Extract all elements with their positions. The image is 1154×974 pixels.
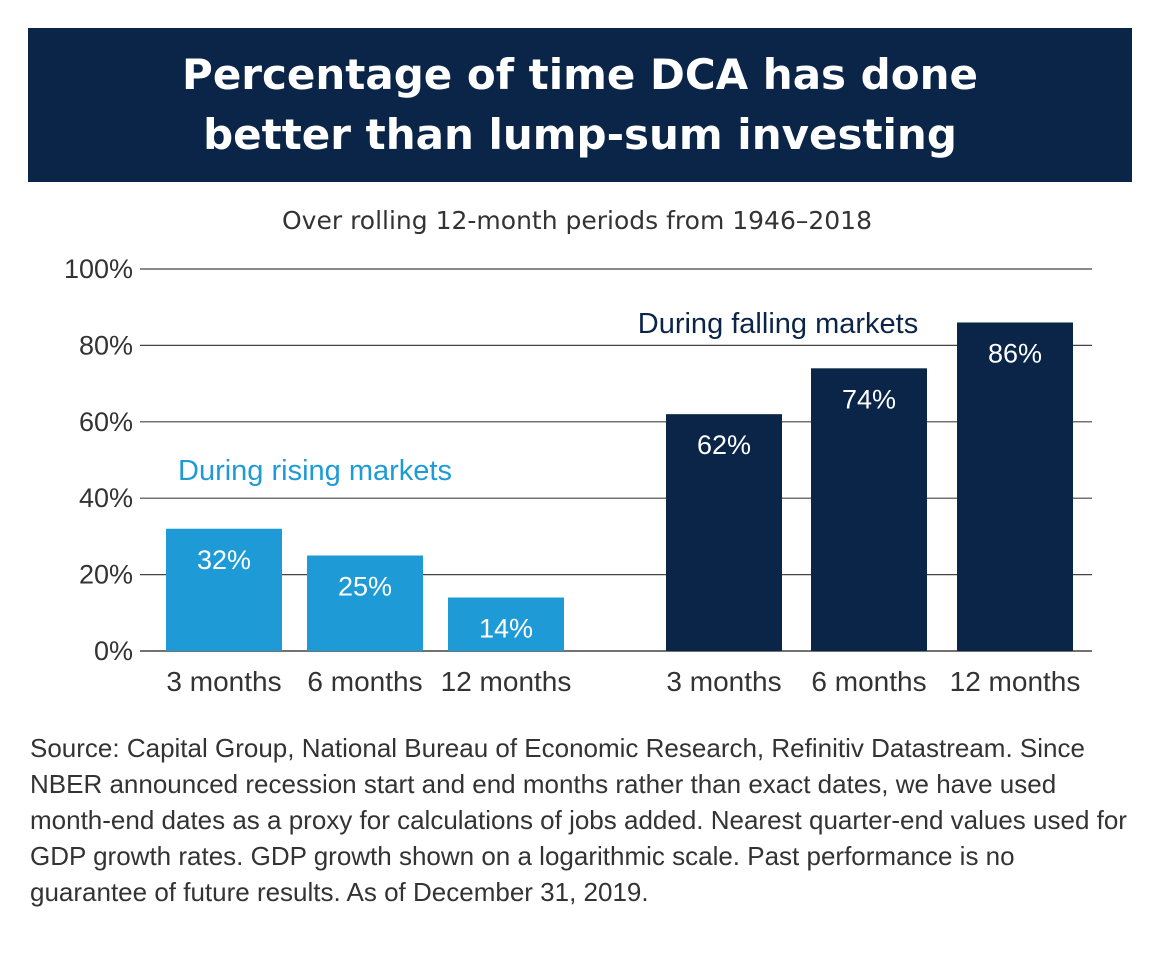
x-tick-label: 12 months	[441, 666, 572, 697]
bar-rising-6-months	[307, 555, 423, 651]
bar-falling-3-months	[666, 414, 782, 651]
y-axis-ticks: 0% 20% 40% 60% 80% 100%	[64, 254, 133, 666]
bar-rising-3-months	[166, 528, 282, 651]
bar-falling-6-months	[811, 368, 927, 651]
y-tick-label: 0%	[94, 636, 133, 666]
source-note: Source: Capital Group, National Bureau o…	[30, 733, 1127, 907]
bar-chart: 0% 20% 40% 60% 80% 100% 32% 25% 14% 62% 74% 86% 3 …	[64, 254, 1092, 697]
bar-rising-12-months	[448, 597, 564, 651]
bar-value-label: 74%	[842, 384, 896, 414]
bar-value-label: 32%	[197, 545, 251, 575]
group-label-falling: During falling markets	[638, 308, 918, 340]
bar-value-label: 62%	[697, 430, 751, 460]
y-tick-label: 80%	[79, 330, 133, 360]
group-label-rising: During rising markets	[178, 455, 452, 487]
bars	[166, 322, 1073, 651]
x-tick-label: 6 months	[307, 666, 422, 697]
y-tick-label: 40%	[79, 483, 133, 513]
chart-title: Percentage of time DCA has done better t…	[182, 50, 978, 159]
bar-falling-12-months	[957, 322, 1073, 651]
x-tick-label: 3 months	[166, 666, 281, 697]
x-tick-label: 12 months	[950, 666, 1081, 697]
title-banner: Percentage of time DCA has done better t…	[28, 28, 1132, 182]
bar-value-label: 25%	[338, 572, 392, 602]
bar-value-label: 86%	[988, 338, 1042, 368]
x-tick-label: 3 months	[666, 666, 781, 697]
grid-lines	[140, 268, 1092, 652]
x-axis-ticks: 3 months 6 months 12 months 3 months 6 month…	[166, 666, 1080, 697]
bar-labels: 32% 25% 14% 62% 74% 86%	[197, 338, 1042, 643]
y-tick-label: 100%	[64, 254, 133, 284]
y-tick-label: 20%	[79, 560, 133, 590]
group-labels: During rising markets During falling mark…	[178, 308, 918, 487]
y-tick-label: 60%	[79, 407, 133, 437]
x-tick-label: 6 months	[811, 666, 926, 697]
bar-value-label: 14%	[479, 614, 533, 644]
chart-subtitle: Over rolling 12-month periods from 1946–…	[281, 206, 872, 235]
